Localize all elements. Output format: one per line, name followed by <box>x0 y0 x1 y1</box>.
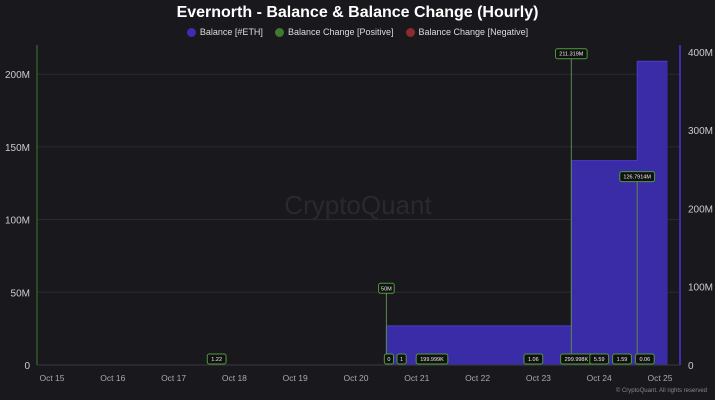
chart-title: Evernorth - Balance & Balance Change (Ho… <box>176 4 539 21</box>
data-label: 1.59 <box>617 357 628 363</box>
x-tick-label: Oct 19 <box>283 373 308 383</box>
data-label: 1.22 <box>211 357 222 363</box>
y-left-tick-label: 100M <box>5 216 30 227</box>
data-label: 1.06 <box>528 357 539 363</box>
data-label: 5.59 <box>594 357 605 363</box>
data-label: 0.06 <box>639 357 650 363</box>
balance-area <box>52 61 668 365</box>
data-label-box <box>383 353 395 365</box>
legend: Balance [#ETH] Balance Change [Positive]… <box>0 27 715 37</box>
data-label: 0 <box>387 357 390 363</box>
copyright: © CryptoQuant. All rights reserved <box>615 388 707 394</box>
x-tick-label: Oct 22 <box>465 373 490 383</box>
x-tick-label: Oct 20 <box>343 373 368 383</box>
x-tick-label: Oct 18 <box>222 373 247 383</box>
data-label-box <box>523 353 544 365</box>
y-right-tick-label: 100M <box>688 283 713 294</box>
x-tick-label: Oct 15 <box>39 373 64 383</box>
y-right-tick-label: 200M <box>688 204 713 215</box>
legend-positive-swatch <box>274 27 284 37</box>
data-label-box <box>396 353 407 365</box>
legend-balance-label: Balance [#ETH] <box>199 27 263 37</box>
y-right-tick-label: 400M <box>688 48 713 59</box>
x-tick-label: Oct 17 <box>161 373 186 383</box>
x-tick-label: Oct 21 <box>404 373 429 383</box>
x-tick-label: Oct 25 <box>647 373 672 383</box>
data-label: 50M <box>381 286 392 292</box>
data-label-box <box>206 353 227 365</box>
data-label: 1 <box>400 357 403 363</box>
x-tick-label: Oct 16 <box>100 373 125 383</box>
data-label-box <box>612 353 632 365</box>
data-label: 211.319M <box>559 52 583 58</box>
watermark: CryptoQuant <box>284 190 432 220</box>
legend-negative-label: Balance Change [Negative] <box>418 27 529 37</box>
data-label-box <box>415 353 449 365</box>
legend-balance[interactable]: Balance [#ETH] <box>186 27 263 37</box>
y-right-tick-label: 0 <box>688 361 694 372</box>
data-label-box <box>619 171 656 183</box>
y-right-tick-label: 300M <box>688 126 713 137</box>
legend-negative[interactable]: Balance Change [Negative] <box>405 27 529 37</box>
data-label-box <box>589 353 610 365</box>
legend-negative-swatch <box>405 27 415 37</box>
x-tick-label: Oct 23 <box>526 373 551 383</box>
data-label-box <box>378 282 395 294</box>
data-label: 126.7914M <box>623 175 651 181</box>
legend-balance-swatch <box>186 27 196 37</box>
x-tick-label: Oct 24 <box>587 373 612 383</box>
legend-positive-label: Balance Change [Positive] <box>287 27 394 37</box>
y-left-tick-label: 200M <box>5 70 30 81</box>
legend-positive[interactable]: Balance Change [Positive] <box>274 27 394 37</box>
data-label-box <box>634 353 655 365</box>
y-left-tick-label: 50M <box>11 288 30 299</box>
data-label-box <box>555 48 588 60</box>
data-label: 199.999K <box>420 357 444 363</box>
y-left-tick-label: 150M <box>5 143 30 154</box>
y-left-tick-label: 0 <box>24 361 30 372</box>
data-label: 299.998K <box>565 357 589 363</box>
